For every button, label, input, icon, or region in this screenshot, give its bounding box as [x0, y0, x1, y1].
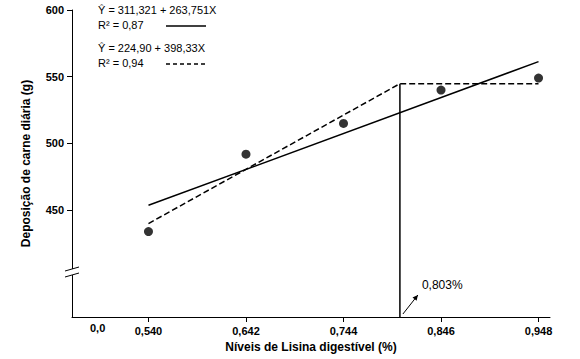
svg-text:Níveis de Lisina digestível (%: Níveis de Lisina digestível (%) [225, 340, 396, 354]
svg-text:600: 600 [46, 4, 64, 16]
svg-text:0,846: 0,846 [427, 325, 455, 337]
svg-text:550: 550 [46, 71, 64, 83]
svg-text:Deposição de carne diária (g): Deposição de carne diária (g) [19, 80, 33, 247]
svg-text:0,744: 0,744 [330, 325, 358, 337]
svg-text:450: 450 [46, 204, 64, 216]
svg-text:500: 500 [46, 137, 64, 149]
svg-text:0,803%: 0,803% [422, 278, 463, 292]
svg-text:R² = 0,94: R² = 0,94 [98, 57, 144, 69]
svg-text:R² = 0,87: R² = 0,87 [98, 19, 144, 31]
svg-text:0,948: 0,948 [525, 325, 553, 337]
svg-text:0,540: 0,540 [135, 325, 163, 337]
svg-text:Ŷ = 224,90 + 398,33X: Ŷ = 224,90 + 398,33X [98, 42, 206, 54]
svg-text:0,0: 0,0 [90, 322, 105, 334]
svg-text:0,642: 0,642 [232, 325, 260, 337]
svg-text:Ŷ = 311,321 + 263,751X: Ŷ = 311,321 + 263,751X [98, 4, 217, 16]
